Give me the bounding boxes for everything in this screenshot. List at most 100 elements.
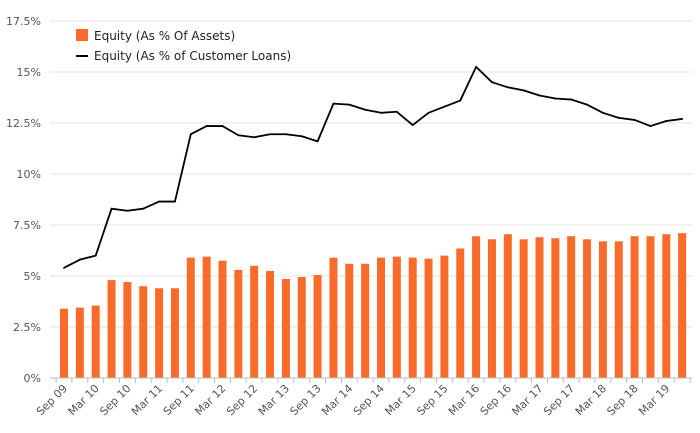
line-point-equity-loans [316, 140, 319, 143]
bar-equity-assets [329, 257, 338, 378]
line-point-equity-loans [142, 207, 145, 210]
bar-equity-assets [297, 277, 306, 378]
line-point-equity-loans [126, 209, 129, 212]
line-point-equity-loans [427, 111, 430, 114]
line-point-equity-loans [538, 94, 541, 97]
x-tick-label: Mar 15 [383, 382, 419, 418]
x-tick-label: Sep 16 [478, 382, 514, 418]
bar-equity-assets [630, 236, 639, 378]
x-tick-label: Sep 09 [34, 382, 70, 418]
y-tick-label: 0% [24, 372, 41, 385]
x-tick-label: Mar 10 [66, 382, 102, 418]
y-tick-label: 10% [17, 168, 41, 181]
x-tick-label: Sep 12 [224, 382, 260, 418]
line-point-equity-loans [110, 207, 113, 210]
y-tick-label: 15% [17, 66, 41, 79]
bar-equity-assets [139, 286, 148, 378]
x-tick-label: Mar 12 [192, 382, 228, 418]
bar-equity-assets [123, 282, 132, 378]
bar-equity-assets [91, 305, 100, 378]
legend-swatch-equity-assets [76, 29, 88, 41]
line-point-equity-loans [237, 134, 240, 137]
bar-equity-assets [551, 238, 560, 378]
x-tick-label: Sep 11 [161, 382, 197, 418]
x-tick-label: Mar 11 [129, 382, 165, 418]
x-tick-label: Mar 13 [256, 382, 292, 418]
bar-equity-assets [234, 269, 243, 378]
line-point-equity-loans [586, 103, 588, 106]
line-point-equity-loans [491, 81, 493, 84]
bar-equity-assets [377, 257, 385, 378]
bar-equity-assets [313, 274, 322, 378]
bar-equity-assets [503, 234, 512, 378]
y-tick-label: 17.5% [6, 15, 41, 28]
line-point-equity-loans [395, 110, 398, 113]
line-point-equity-loans [411, 124, 414, 126]
line-point-equity-loans [681, 118, 684, 120]
line-point-equity-loans [253, 136, 256, 139]
y-tick-label: 5% [24, 270, 41, 283]
x-tick-label: Sep 17 [541, 382, 577, 418]
line-point-equity-loans [94, 254, 97, 257]
bar-equity-assets [107, 280, 116, 378]
x-tick-label: Mar 18 [573, 382, 609, 418]
line-point-equity-loans [189, 133, 192, 136]
y-tick-label: 2.5% [13, 321, 41, 334]
line-point-equity-loans [570, 98, 573, 101]
line-point-equity-loans [602, 111, 604, 114]
bar-equity-assets [662, 234, 671, 378]
x-tick-label: Sep 15 [414, 382, 450, 418]
line-point-equity-loans [506, 86, 509, 89]
x-tick-label: Sep 18 [604, 382, 640, 418]
x-tick-label: Sep 14 [351, 382, 387, 418]
x-tick-label: Mar 17 [509, 382, 545, 418]
line-point-equity-loans [174, 200, 176, 203]
bar-equity-assets [472, 236, 481, 378]
x-tick-label: Sep 10 [97, 382, 133, 418]
line-point-equity-loans [348, 103, 351, 106]
bar-equity-assets [424, 258, 433, 378]
bar-equity-assets [186, 257, 195, 378]
x-tick-label: Sep 13 [287, 382, 323, 418]
line-point-equity-loans [205, 125, 208, 127]
legend-label-equity-assets: Equity (As % Of Assets) [94, 29, 235, 43]
bar-equity-assets [170, 288, 179, 378]
y-tick-label: 12.5% [6, 117, 41, 130]
bar-equity-assets [218, 260, 227, 378]
equity-assets-bars [60, 233, 687, 378]
bar-equity-assets [361, 263, 370, 378]
bar-equity-assets [614, 241, 623, 378]
legend-label-equity-loans: Equity (As % of Customer Loans) [94, 49, 291, 63]
line-point-equity-loans [285, 133, 287, 136]
line-point-equity-loans [459, 99, 462, 102]
bar-equity-assets [456, 248, 465, 378]
x-tick-label: Mar 19 [636, 382, 672, 418]
bar-equity-assets [678, 233, 687, 378]
bar-equity-assets [519, 239, 528, 378]
line-point-equity-loans [332, 102, 335, 105]
bar-equity-assets [250, 265, 259, 378]
y-axis-tick-labels: 0% 2.5% 5% 7.5% 10% 12.5% 15% 17.5% [6, 15, 41, 385]
bar-equity-assets [345, 263, 354, 378]
line-point-equity-loans [158, 200, 161, 203]
line-point-equity-loans [78, 258, 81, 261]
bar-equity-assets [408, 257, 417, 378]
line-point-equity-loans [633, 119, 636, 121]
line-point-equity-loans [617, 117, 620, 119]
equity-loans-line-series [63, 66, 684, 269]
line-point-equity-loans [475, 66, 477, 68]
bar-equity-assets [487, 239, 496, 378]
bar-equity-assets [202, 256, 211, 378]
line-point-equity-loans [554, 97, 557, 100]
y-tick-label: 7.5% [13, 219, 41, 232]
bar-equity-assets [155, 288, 164, 378]
bar-equity-assets [440, 255, 449, 378]
x-tick-label: Mar 16 [446, 382, 482, 418]
bar-equity-assets [281, 279, 290, 378]
line-point-equity-loans [300, 135, 303, 138]
line-point-equity-loans [63, 266, 65, 269]
line-point-equity-loans [649, 125, 652, 127]
bar-equity-assets [598, 241, 607, 378]
line-point-equity-loans [269, 133, 271, 136]
